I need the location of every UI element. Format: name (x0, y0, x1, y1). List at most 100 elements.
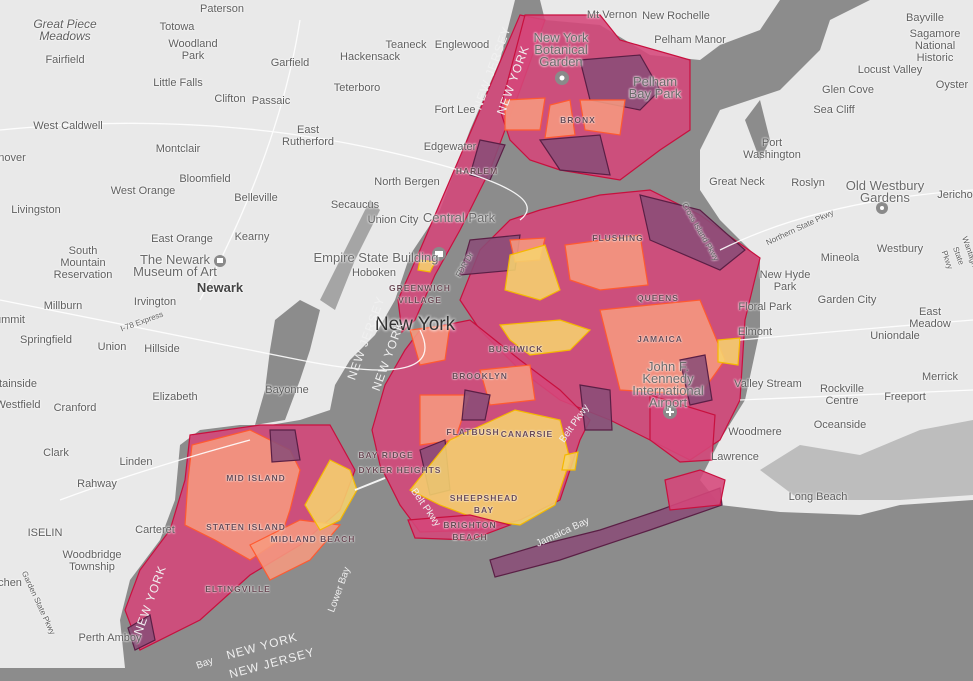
label-great-neck: Great Neck (709, 176, 765, 188)
label-hillside: Hillside (144, 343, 180, 355)
region-brooklyn-yellow-2[interactable] (561, 451, 579, 471)
region-queens-salmon-1[interactable] (564, 234, 649, 291)
label-sagamore: Sagamore National Historic (909, 28, 961, 64)
label-west-orange: West Orange (110, 185, 176, 197)
label-flushing: FLUSHING (592, 233, 644, 243)
museum-icon[interactable] (214, 255, 226, 267)
label-greenwich-village: GREENWICH VILLAGE (389, 283, 451, 305)
label-eltingville: ELTINGVILLE (205, 584, 271, 594)
road (719, 189, 973, 251)
label-staten-island: STATEN ISLAND (206, 522, 286, 532)
roads (0, 19, 973, 501)
flower-icon[interactable] (555, 71, 569, 85)
label-brooklyn: BROOKLYN (452, 371, 508, 381)
label-pelham-manor: Pelham Manor (654, 34, 726, 46)
label-lawrence: Lawrence (711, 451, 759, 463)
region-si-salmon-2[interactable] (249, 519, 342, 581)
camera-icon[interactable] (432, 247, 446, 261)
label-north-bergen: North Bergen (374, 176, 440, 188)
label-elizabeth: Elizabeth (152, 391, 198, 403)
label-hanover: nover (0, 152, 26, 164)
label-hackensack: Hackensack (340, 51, 400, 63)
label-paterson: Paterson (199, 3, 245, 15)
label-bay-ridge: BAY RIDGE (358, 450, 414, 460)
label-mt-vernon: Mt Vernon (586, 9, 638, 21)
new-jersey-land (0, 0, 515, 668)
label-new-hyde-park: New Hyde Park (759, 269, 811, 293)
region-harlem-purple[interactable] (469, 139, 506, 181)
label-springfield: Springfield (20, 334, 72, 346)
region-bronx-salmon-2[interactable] (579, 99, 626, 136)
label-floral-park: Floral Park (738, 301, 792, 313)
region-jfk-purple[interactable] (679, 354, 713, 406)
region-bronx-south[interactable] (538, 134, 611, 176)
airplane-icon[interactable] (663, 405, 677, 419)
label-bushwick: BUSHWICK (488, 344, 544, 354)
newark-bay (255, 300, 320, 425)
region-si-yellow[interactable] (304, 459, 358, 531)
label-clark: Clark (43, 447, 69, 459)
label-passaic: Passaic (251, 95, 291, 107)
region-far-rockaway[interactable] (664, 469, 726, 511)
label-south-mountain: South Mountain Reservation (53, 245, 113, 281)
label-livingston: Livingston (11, 204, 61, 216)
label-woodland-park: Woodland Park (168, 38, 218, 62)
region-bronx-east[interactable] (579, 54, 661, 111)
region-brooklyn-salmon-2[interactable] (479, 364, 536, 406)
region-hudson-yards-yellow[interactable] (417, 259, 436, 273)
label-union-city: Union City (367, 214, 419, 226)
label-east-orange: East Orange (151, 233, 213, 245)
region-bronx-salmon-3[interactable] (544, 99, 576, 139)
label-cranford: Cranford (53, 402, 97, 414)
label-jericho: Jericho (937, 189, 973, 201)
label-kearny: Kearny (234, 231, 270, 243)
region-coney-island[interactable] (407, 514, 513, 541)
label-old-westbury: Old Westbury Gardens (845, 178, 925, 205)
label-hoboken: Hoboken (351, 267, 397, 279)
region-brooklyn-purple-2[interactable] (579, 384, 613, 431)
road (739, 319, 973, 341)
label-union: Union (97, 341, 127, 353)
label-garfield: Garfield (270, 57, 310, 69)
long-island-land (700, 0, 973, 515)
region-queens-yellow-2[interactable] (498, 319, 592, 356)
label-harlem: HARLEM (455, 166, 499, 176)
label-pelham-bay-park: Pelham Bay Park (628, 74, 682, 101)
south-shore-marsh (760, 420, 973, 500)
label-woodmere: Woodmere (728, 426, 782, 438)
region-brooklyn-purple-3[interactable] (461, 389, 491, 421)
region-queens-yellow-3[interactable] (717, 337, 741, 366)
label-long-beach: Long Beach (788, 491, 848, 503)
region-brooklyn-yellow[interactable] (409, 409, 571, 526)
label-merrick: Merrick (921, 371, 959, 383)
label-totowa: Totowa (159, 21, 195, 33)
label-westfield: Westfield (0, 399, 41, 411)
label-central-park: Central Park (422, 210, 496, 225)
road (0, 299, 426, 371)
region-queens-yellow-1[interactable] (504, 244, 561, 301)
region-tottenville[interactable] (127, 614, 156, 651)
label-uniondale: Uniondale (870, 330, 920, 342)
label-woodbridge: Woodbridge Township (62, 549, 122, 573)
label-elmont: Elmont (737, 326, 773, 338)
region-bronx-salmon-1[interactable] (504, 97, 546, 131)
road (739, 389, 973, 401)
label-freeport: Freeport (884, 391, 926, 403)
label-mid-island: MID ISLAND (226, 473, 286, 483)
region-queens-ne-purple[interactable] (639, 194, 746, 271)
region-si-purple[interactable] (269, 429, 301, 463)
label-sea-cliff: Sea Cliff (813, 104, 855, 116)
label-port-washington: Port Washington (743, 137, 801, 161)
label-canarsie: CANARSIE (500, 429, 554, 439)
label-bloomfield: Bloomfield (179, 173, 231, 185)
label-westbury: Westbury (876, 243, 924, 255)
label-belleville: Belleville (234, 192, 278, 204)
label-locust-valley: Locust Valley (857, 64, 923, 76)
label-west-caldwell: West Caldwell (33, 120, 103, 132)
road (59, 439, 251, 501)
region-brooklyn-salmon-1[interactable] (409, 324, 451, 366)
verrazzano-bridge (354, 477, 386, 491)
garden-icon[interactable] (876, 202, 888, 214)
label-empire-state: Empire State Building (313, 250, 439, 265)
